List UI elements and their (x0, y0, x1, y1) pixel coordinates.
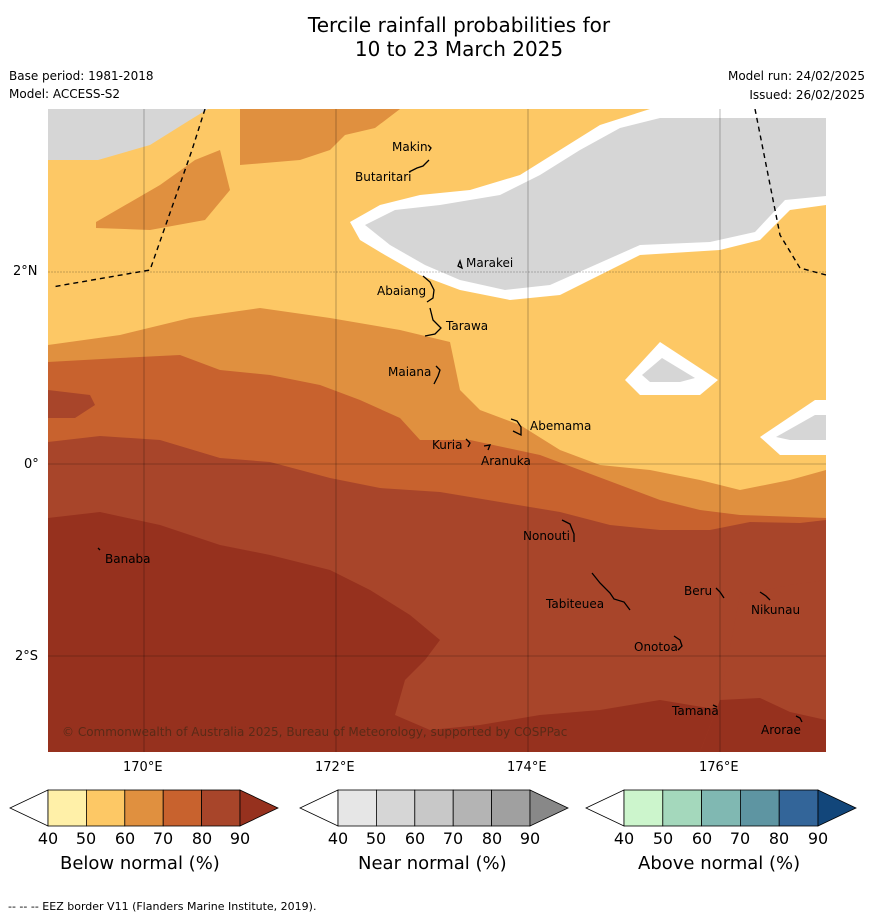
tick: 50 (652, 829, 674, 848)
colorbar-label-above: Above normal (%) (638, 853, 801, 874)
colorbar-near-normal (299, 789, 569, 827)
tick: 50 (75, 829, 97, 848)
tick: 70 (152, 829, 174, 848)
lat-label-2s: 2°S (15, 649, 39, 664)
label-arorae: Arorae (761, 723, 801, 737)
label-kuria: Kuria (432, 438, 463, 452)
label-tarawa: Tarawa (445, 319, 488, 333)
eez-border (51, 109, 826, 288)
copyright-notice: © Commonwealth of Australia 2025, Bureau… (62, 725, 567, 739)
label-butaritari: Butaritari (355, 170, 412, 184)
gridlines (48, 109, 826, 752)
tick: 60 (404, 829, 426, 848)
title-line-1: Tercile rainfall probabilities for (307, 13, 611, 37)
tick: 80 (191, 829, 213, 848)
tick: 40 (327, 829, 349, 848)
tick: 90 (229, 829, 251, 848)
region-below-90 (48, 512, 826, 752)
base-period: Base period: 1981-2018 (9, 69, 154, 83)
label-tamana: Tamana (671, 704, 719, 718)
label-onotoa: Onotoa (634, 640, 678, 654)
label-beru: Beru (684, 584, 712, 598)
label-nikunau: Nikunau (751, 603, 800, 617)
issued-date: Issued: 26/02/2025 (749, 88, 865, 102)
island-outlines (97, 144, 803, 723)
tick: 40 (613, 829, 635, 848)
lat-label-2n: 2°N (13, 264, 38, 279)
label-abaiang: Abaiang (377, 284, 426, 298)
tick: 40 (37, 829, 59, 848)
label-makin: Makin (392, 140, 428, 154)
label-aranuka: Aranuka (481, 454, 531, 468)
tick: 60 (114, 829, 136, 848)
label-nonouti: Nonouti (523, 529, 570, 543)
island-labels: Makin Butaritari Marakei Abaiang Tarawa … (105, 140, 801, 737)
tick: 70 (442, 829, 464, 848)
tick: 80 (481, 829, 503, 848)
colorbar-label-below: Below normal (%) (60, 853, 220, 874)
label-tabiteuea: Tabiteuea (545, 597, 604, 611)
tick: 90 (807, 829, 829, 848)
label-maiana: Maiana (388, 365, 431, 379)
tick: 50 (365, 829, 387, 848)
colorbar-above-normal (585, 789, 857, 827)
eez-footer-note: -- -- -- EEZ border V11 (Flanders Marine… (8, 900, 317, 913)
label-abemama: Abemama (530, 419, 591, 433)
lon-label-174: 174°E (507, 760, 547, 775)
tick: 60 (691, 829, 713, 848)
lat-label-0: 0° (24, 457, 39, 472)
model-run: Model run: 24/02/2025 (727, 69, 865, 83)
colorbar-below-normal (9, 789, 279, 827)
lon-label-176: 176°E (699, 760, 739, 775)
label-banaba: Banaba (105, 552, 151, 566)
lon-label-170: 170°E (123, 760, 163, 775)
tick: 70 (729, 829, 751, 848)
model-name: Model: ACCESS-S2 (9, 87, 121, 101)
lon-label-172: 172°E (315, 760, 355, 775)
colorbar-label-near: Near normal (%) (358, 853, 507, 874)
tick: 90 (519, 829, 541, 848)
label-marakei: Marakei (466, 256, 513, 270)
tick: 80 (768, 829, 790, 848)
title-line-2: 10 to 23 March 2025 (354, 37, 564, 61)
